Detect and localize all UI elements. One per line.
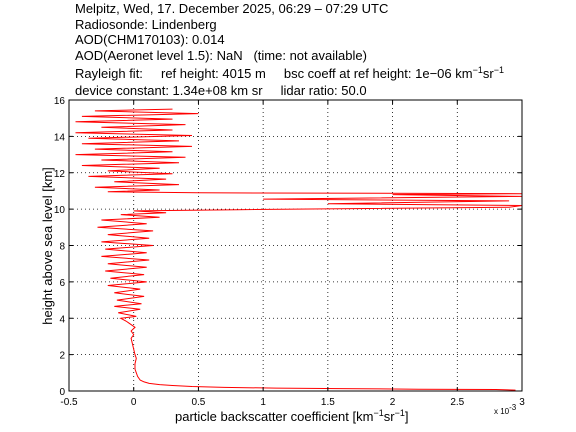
rayleigh-label: Rayleigh fit:	[75, 66, 143, 81]
lidar-ratio: lidar ratio: 50.0	[280, 83, 367, 98]
bsc-coeff: bsc coeff at ref height: 1e−06 km−1sr−1	[283, 65, 504, 82]
y-tick-label: 6	[59, 278, 65, 289]
y-tick-label: 2	[59, 351, 65, 362]
x-axis-label: particle backscatter coefficient [km−1sr…	[175, 408, 409, 425]
header-rayleigh-line: Rayleigh fit: ref height: 4015 m bsc coe…	[75, 66, 504, 82]
y-tick-label: 4	[59, 314, 65, 325]
header-device-line: device constant: 1.34e+08 km sr lidar ra…	[75, 83, 367, 99]
plot-frame	[68, 99, 523, 392]
x-multiplier: x 10-3	[494, 403, 517, 416]
header-aod-chm: AOD(CHM170103): 0.014	[75, 32, 225, 47]
device-constant: device constant: 1.34e+08 km sr	[75, 83, 263, 98]
x-tick-label: 0	[131, 397, 137, 408]
backscatter-profile-line	[75, 108, 523, 391]
x-tick-label: -0.5	[60, 397, 78, 408]
header-aod-aeronet: AOD(Aeronet level 1.5): NaN (time: not a…	[75, 48, 367, 63]
x-tick-label: 1.5	[321, 397, 335, 408]
x-tick-label: 3	[519, 397, 525, 408]
x-tick-label: 0.5	[191, 397, 205, 408]
y-tick-label: 14	[54, 132, 66, 143]
y-tick-label: 12	[54, 169, 66, 180]
y-tick-label: 8	[59, 242, 65, 253]
y-tick-label: 16	[54, 96, 66, 107]
ref-height: ref height: 4015 m	[160, 66, 266, 81]
x-tick-label: 1	[260, 397, 266, 408]
x-tick-label: 2.5	[450, 397, 464, 408]
x-tick-label: 2	[390, 397, 396, 408]
y-tick-label: 10	[54, 205, 66, 216]
grid	[69, 100, 522, 391]
header-radiosonde: Radiosonde: Lindenberg	[75, 17, 217, 32]
header-location-time: Melpitz, Wed, 17. December 2025, 06:29 –…	[75, 1, 389, 16]
y-tick-label: 0	[59, 387, 65, 398]
y-axis-label: height above sea level [km]	[40, 167, 55, 325]
